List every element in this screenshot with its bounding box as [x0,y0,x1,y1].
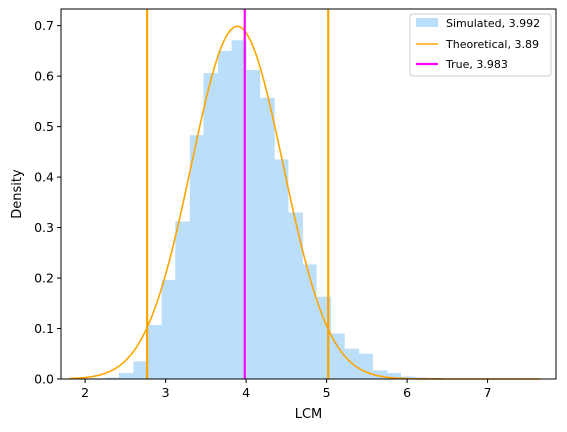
histogram-bar-3 [147,324,163,379]
histogram-bar-4 [161,280,176,379]
histogram-bar-12 [274,159,289,379]
legend-box [409,13,552,77]
histogram-bar-2 [133,361,148,379]
histogram-bar-9 [231,40,247,380]
y-axis: 0.0 0.1 0.2 0.3 0.4 0.5 0.6 0.7 [34,18,61,387]
y-axis-label: Density [10,169,25,219]
x-tick-label-2: 2 [81,385,89,400]
x-tick-label-7: 7 [484,385,492,400]
histogram-bar-13 [287,212,303,379]
histogram-bar-6 [189,135,204,379]
histogram-bar-11 [259,97,275,379]
y-tick-label-0.5: 0.5 [34,119,54,134]
histogram-bar-14 [302,264,317,379]
y-tick-label-0.0: 0.0 [34,372,54,387]
histogram-bars [105,40,444,380]
x-axis-label: LCM [295,407,323,422]
legend-label-true: True, 3.983 [445,58,508,71]
vertical-lines [146,9,330,379]
x-tick-label-3: 3 [162,385,170,400]
histogram-bar-21 [400,376,416,379]
histogram-bar-10 [246,70,261,379]
y-tick-label-0.6: 0.6 [34,69,54,84]
legend: Simulated, 3.992 Theoretical, 3.89 True,… [409,13,552,77]
legend-label-theoretical: Theoretical, 3.89 [445,38,539,51]
histogram-bar-7 [203,73,219,380]
y-tick-label-0.1: 0.1 [34,321,54,336]
x-tick-label-6: 6 [403,385,411,400]
histogram-bar-0 [105,377,120,379]
histogram-bar-5 [175,221,191,379]
legend-swatch-simulated [416,18,438,27]
plot-frame [60,8,557,380]
x-tick-label-5: 5 [323,385,331,400]
y-tick-label-0.4: 0.4 [34,170,54,185]
histogram-bar-8 [217,50,233,380]
x-tick-label-4: 4 [242,385,250,400]
histogram-bar-18 [358,353,373,379]
y-tick-label-0.3: 0.3 [34,220,54,235]
histogram-bar-16 [330,333,345,379]
histogram-bar-19 [372,370,388,379]
y-tick-label-0.7: 0.7 [34,18,54,33]
histogram-bar-20 [386,372,402,379]
histogram-bar-1 [118,372,134,379]
x-axis: 2 3 4 5 6 7 [81,379,492,400]
legend-label-simulated: Simulated, 3.992 [446,17,540,30]
y-tick-label-0.2: 0.2 [34,271,54,286]
